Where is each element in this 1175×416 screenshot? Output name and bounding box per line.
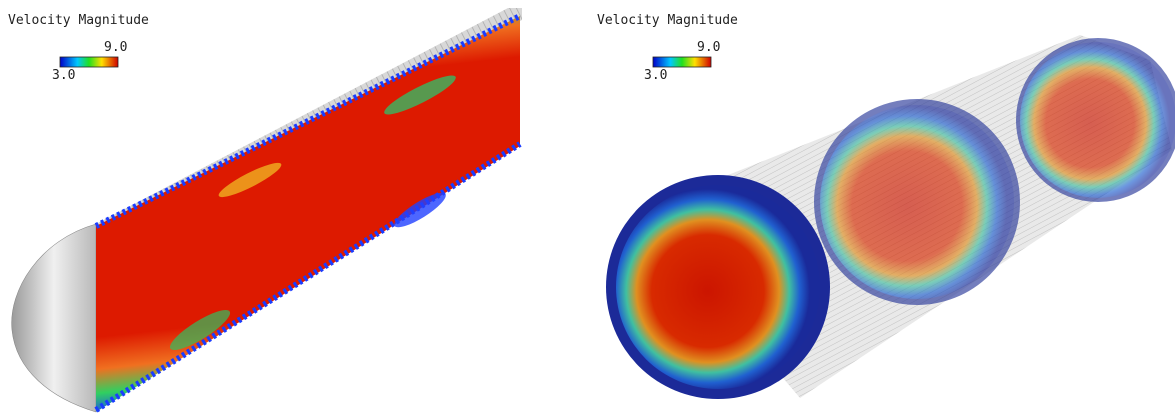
half-pipe [12, 8, 522, 412]
panel-title: Velocity Magnitude [597, 13, 738, 28]
colorbar [653, 57, 711, 67]
colorbar-min: 3.0 [52, 68, 75, 83]
colorbar [60, 57, 118, 67]
panel-title: Velocity Magnitude [8, 13, 149, 28]
cylinder [606, 35, 1175, 399]
scene: Velocity Magnitude 9.0 3.0 Velocity Magn… [0, 0, 1175, 416]
colorbar-max: 9.0 [697, 40, 720, 55]
colorbar-min: 3.0 [644, 68, 667, 83]
colorbar-max: 9.0 [104, 40, 127, 55]
